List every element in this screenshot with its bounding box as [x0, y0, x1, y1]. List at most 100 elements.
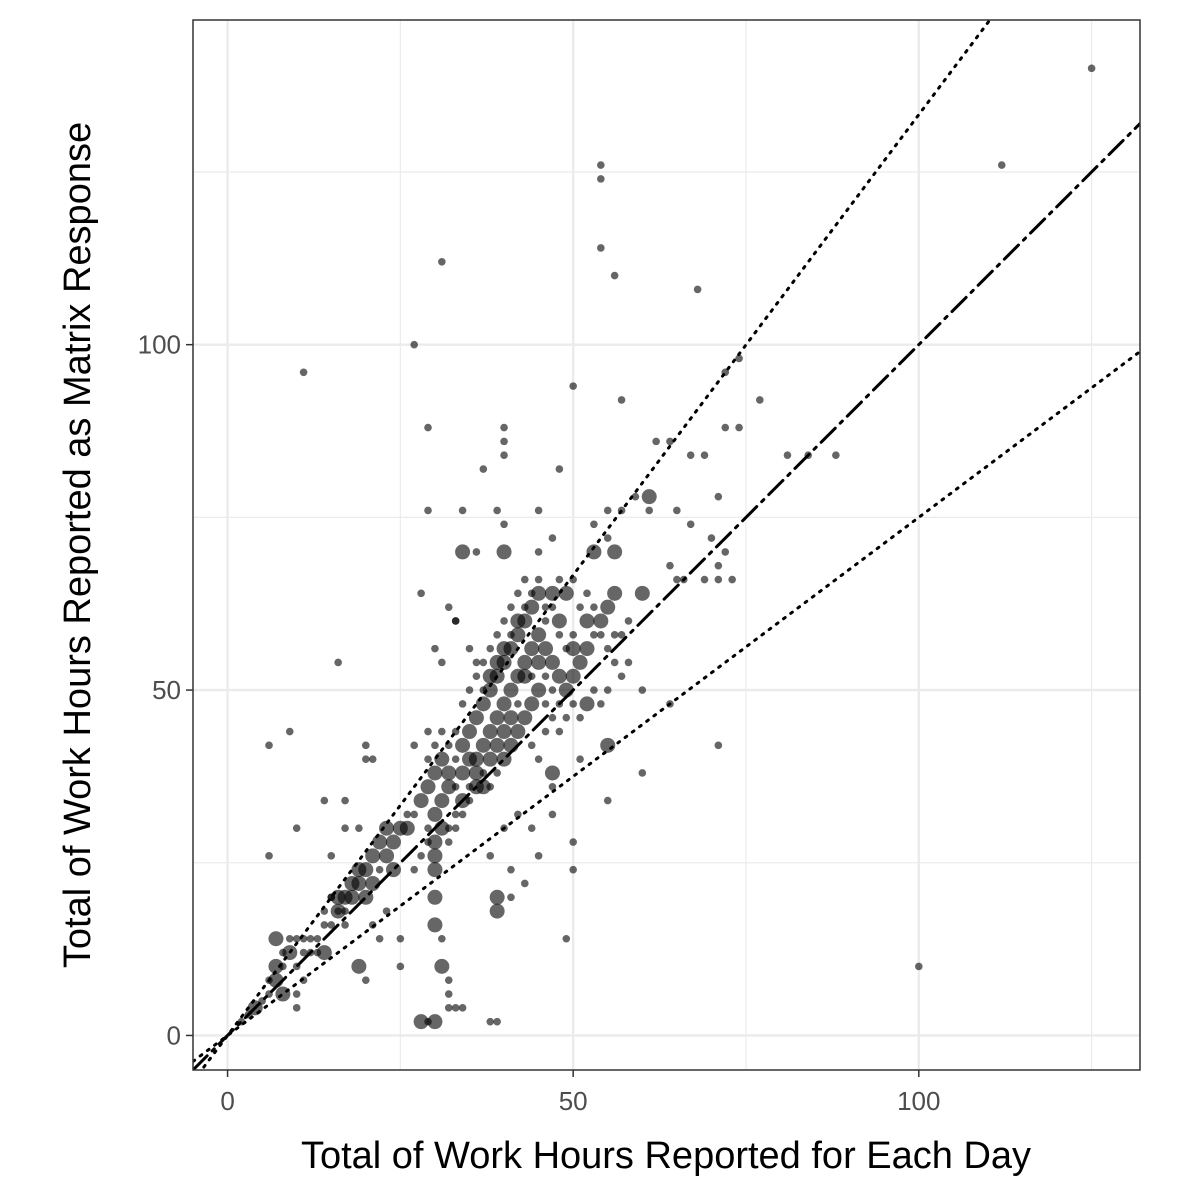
data-point: [600, 599, 616, 615]
data-point: [544, 585, 560, 601]
data-point: [424, 506, 432, 515]
data-point: [341, 921, 349, 929]
data-point: [707, 534, 716, 542]
data-point: [555, 727, 564, 736]
data-point: [396, 962, 405, 971]
data-point: [434, 751, 450, 767]
data-point: [292, 990, 301, 998]
data-point: [735, 354, 743, 363]
x-axis-title: Total of Work Hours Reported for Each Da…: [301, 1135, 1031, 1177]
data-point: [541, 700, 550, 708]
data-point: [541, 727, 550, 736]
data-point: [500, 423, 508, 432]
data-point: [472, 672, 481, 681]
data-point: [700, 451, 709, 459]
data-point: [417, 589, 425, 598]
data-point: [617, 506, 626, 515]
data-point: [544, 765, 560, 781]
data-point: [569, 575, 577, 584]
data-point: [524, 599, 540, 615]
data-point: [458, 506, 467, 515]
data-point: [489, 737, 505, 753]
data-point: [534, 575, 543, 584]
data-point: [458, 700, 467, 708]
data-point: [686, 451, 695, 459]
reference-line-identity: [193, 122, 1140, 1070]
data-point: [558, 682, 574, 698]
x-tick-label: 0: [220, 1086, 234, 1116]
data-point: [431, 741, 439, 750]
data-point: [458, 810, 467, 819]
data-point: [507, 865, 515, 874]
data-point: [679, 575, 688, 584]
data-point: [265, 741, 273, 750]
data-point: [524, 641, 540, 657]
data-point: [576, 755, 584, 763]
x-tick-label: 50: [559, 1086, 588, 1116]
data-point: [607, 544, 623, 560]
data-point: [565, 641, 581, 657]
data-point: [427, 917, 443, 933]
data-point: [652, 437, 660, 446]
data-point: [721, 548, 730, 556]
data-point: [444, 976, 453, 984]
data-point: [265, 852, 273, 860]
data-point: [500, 437, 508, 446]
data-point: [700, 575, 709, 584]
data-point: [427, 834, 443, 850]
data-point: [493, 506, 501, 515]
data-point: [548, 686, 557, 694]
data-point: [597, 244, 605, 252]
data-point: [714, 561, 723, 570]
data-point: [638, 769, 647, 777]
data-point: [735, 423, 743, 432]
data-point: [541, 672, 550, 681]
data-point: [565, 668, 581, 684]
data-point: [451, 1004, 460, 1012]
data-point: [493, 631, 501, 639]
reference-lines: [193, 20, 1140, 1070]
data-point: [579, 613, 595, 629]
reference-line-upper: [199, 20, 992, 1070]
data-point: [472, 548, 481, 556]
data-point: [299, 948, 308, 957]
data-point: [434, 793, 450, 809]
grid: [193, 20, 1140, 1070]
data-point: [444, 838, 453, 846]
data-point: [344, 889, 360, 905]
data-point: [603, 534, 612, 542]
data-point: [465, 796, 474, 805]
data-point: [562, 713, 571, 722]
data-point: [496, 751, 512, 767]
data-point: [572, 654, 588, 670]
data-point: [520, 879, 529, 888]
data-point: [451, 755, 460, 763]
data-point: [541, 603, 550, 611]
data-point: [548, 534, 557, 542]
data-point: [282, 945, 298, 961]
data-point: [555, 575, 564, 584]
data-point: [334, 658, 342, 667]
data-point: [410, 865, 418, 874]
data-point: [597, 175, 605, 183]
data-point: [285, 934, 294, 943]
data-point: [341, 796, 349, 805]
data-point: [624, 658, 633, 667]
data-point: [555, 631, 564, 639]
data-point: [468, 710, 484, 726]
data-point: [292, 962, 301, 971]
data-point: [569, 865, 577, 874]
data-point: [427, 862, 443, 878]
data-point: [424, 755, 432, 763]
data-point: [362, 976, 370, 984]
data-point: [600, 737, 616, 753]
data-point: [468, 751, 484, 767]
data-point: [247, 1000, 263, 1016]
data-point: [279, 962, 287, 971]
data-point: [444, 1004, 453, 1012]
x-tick-label: 100: [897, 1086, 940, 1116]
data-point: [379, 820, 395, 836]
data-point: [548, 782, 557, 791]
data-point: [631, 492, 640, 501]
